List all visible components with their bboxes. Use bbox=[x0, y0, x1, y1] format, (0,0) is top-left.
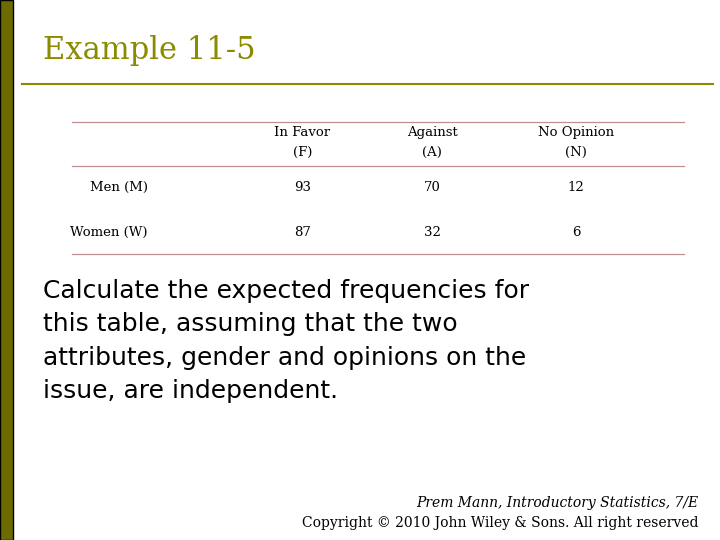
Text: No Opinion: No Opinion bbox=[538, 126, 614, 139]
Text: Copyright © 2010 John Wiley & Sons. All right reserved: Copyright © 2010 John Wiley & Sons. All … bbox=[302, 516, 698, 530]
Text: 93: 93 bbox=[294, 181, 311, 194]
Text: (F): (F) bbox=[293, 146, 312, 159]
FancyBboxPatch shape bbox=[0, 0, 13, 540]
Text: 12: 12 bbox=[567, 181, 585, 194]
Text: 32: 32 bbox=[423, 226, 441, 239]
Text: 6: 6 bbox=[572, 226, 580, 239]
Text: Men (M): Men (M) bbox=[89, 181, 148, 194]
Text: (A): (A) bbox=[422, 146, 442, 159]
Text: 70: 70 bbox=[423, 181, 441, 194]
Text: Example 11-5: Example 11-5 bbox=[43, 35, 256, 66]
Text: Prem Mann, Introductory Statistics, 7/E: Prem Mann, Introductory Statistics, 7/E bbox=[416, 496, 698, 510]
Text: Calculate the expected frequencies for
this table, assuming that the two
attribu: Calculate the expected frequencies for t… bbox=[43, 279, 529, 403]
Text: 87: 87 bbox=[294, 226, 311, 239]
Text: Women (W): Women (W) bbox=[70, 226, 148, 239]
Text: In Favor: In Favor bbox=[274, 126, 330, 139]
Text: (N): (N) bbox=[565, 146, 587, 159]
Text: Against: Against bbox=[407, 126, 457, 139]
